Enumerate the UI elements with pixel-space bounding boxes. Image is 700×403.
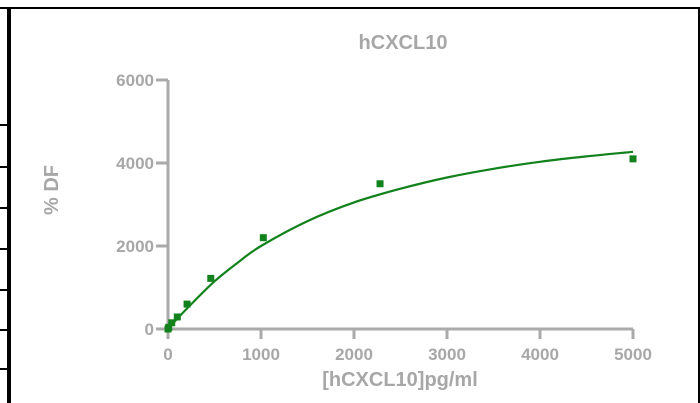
data-point: [629, 155, 637, 163]
y-tick-label: 6000: [116, 71, 154, 90]
y-tick-label: 2000: [116, 237, 154, 256]
x-axis-label: [hCXCL10]pg/ml: [322, 369, 478, 391]
y-tick-label: 0: [145, 320, 154, 339]
data-point: [183, 300, 191, 308]
frame-left-ticks: [0, 124, 9, 370]
data-points: [164, 155, 637, 333]
x-tick-label: 2000: [335, 345, 373, 364]
data-point: [173, 313, 181, 321]
y-tick-label: 4000: [116, 154, 154, 173]
chart-title: hCXCL10: [359, 32, 448, 54]
data-point: [207, 274, 215, 282]
x-tick-label: 0: [163, 345, 172, 364]
axis-ticks: [156, 78, 635, 339]
x-tick-label: 3000: [428, 345, 466, 364]
data-point: [376, 180, 384, 188]
data-point: [259, 234, 267, 242]
y-axis-label: % DF: [41, 165, 63, 215]
x-tick-label: 4000: [521, 345, 559, 364]
data-point: [165, 323, 173, 331]
x-tick-label: 1000: [242, 345, 280, 364]
data-point: [168, 319, 176, 327]
x-tick-label: 5000: [614, 345, 652, 364]
fit-curve: [167, 150, 634, 330]
axis-tick-labels: 0 2000 4000 6000 0 1000 2000 3000 4000 5000: [116, 71, 652, 364]
